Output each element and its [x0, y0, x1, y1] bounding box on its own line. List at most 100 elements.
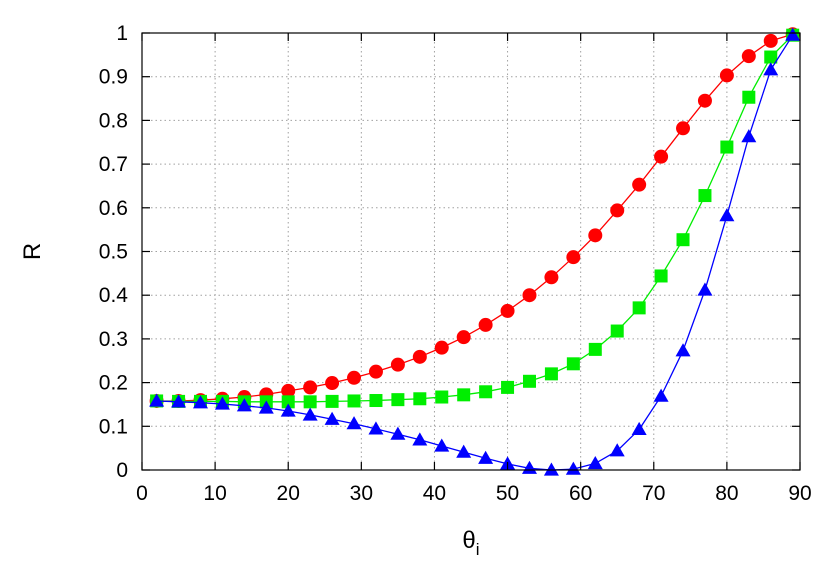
- data-point-circle: [281, 383, 296, 398]
- data-point-square: [501, 380, 515, 394]
- data-point-square: [742, 90, 756, 104]
- data-point-triangle: [543, 462, 559, 476]
- data-point-square: [413, 392, 427, 406]
- y-axis-label: R: [19, 243, 46, 260]
- x-tick-label: 40: [423, 482, 446, 505]
- x-tick-label: 10: [203, 482, 226, 505]
- y-tick-label: 0.8: [99, 109, 128, 132]
- y-tick-label: 0.9: [99, 66, 128, 89]
- data-point-circle: [500, 303, 515, 318]
- data-point-circle: [566, 250, 581, 265]
- y-tick-label: 0.1: [99, 415, 128, 438]
- series-line: [156, 34, 794, 403]
- x-tick-label: 20: [277, 482, 300, 505]
- x-tick-label: 0: [136, 482, 148, 505]
- data-point-triangle: [171, 394, 187, 408]
- data-point-square: [654, 269, 668, 283]
- x-axis-label: θi: [462, 527, 479, 559]
- data-point-triangle: [719, 208, 735, 222]
- series-triangle: [149, 27, 801, 476]
- data-point-triangle: [653, 388, 669, 402]
- x-axis-label-subscript: i: [476, 540, 480, 559]
- data-point-square: [610, 324, 624, 338]
- y-tick-label: 1: [116, 22, 128, 45]
- data-point-triangle: [346, 416, 362, 430]
- data-point-circle: [676, 121, 691, 136]
- x-tick-label: 50: [496, 482, 519, 505]
- data-point-circle: [368, 364, 383, 379]
- data-point-square: [457, 388, 471, 402]
- data-point-square: [676, 233, 690, 247]
- data-point-square: [479, 385, 493, 399]
- data-point-triangle: [478, 450, 494, 464]
- data-point-square: [632, 301, 646, 315]
- grid-lines: [142, 33, 800, 470]
- data-point-triangle: [456, 444, 472, 458]
- data-point-circle: [434, 340, 449, 355]
- data-point-circle: [763, 33, 778, 48]
- data-point-triangle: [785, 27, 801, 41]
- data-point-circle: [697, 93, 712, 108]
- data-point-triangle: [587, 455, 603, 470]
- x-tick-label: 70: [642, 482, 665, 505]
- series-circle: [149, 27, 800, 408]
- data-point-triangle: [390, 426, 406, 440]
- data-point-triangle: [302, 407, 318, 421]
- x-axis-label-main: θ: [462, 527, 475, 554]
- data-point-square: [522, 374, 536, 388]
- data-point-square: [281, 395, 295, 409]
- x-tick-label: 80: [715, 482, 738, 505]
- data-point-circle: [544, 270, 559, 285]
- y-tick-label: 0: [116, 459, 128, 482]
- series-line: [156, 33, 793, 402]
- data-point-circle: [610, 203, 625, 218]
- data-point-square: [720, 140, 734, 154]
- data-point-triangle: [280, 403, 296, 417]
- y-tick-label: 0.7: [99, 153, 128, 176]
- data-point-circle: [478, 317, 493, 332]
- data-point-triangle: [368, 421, 384, 435]
- x-tick-label: 60: [569, 482, 592, 505]
- data-point-square: [369, 394, 383, 408]
- data-point-square: [764, 50, 778, 64]
- data-point-triangle: [609, 443, 625, 457]
- data-point-square: [566, 357, 580, 371]
- data-point-circle: [719, 68, 734, 83]
- data-point-square: [325, 394, 339, 408]
- data-point-triangle: [192, 395, 208, 409]
- axis-ticks: 0 10 20 30 40 50 60 70 80 90 0 0.1 0.2 0.3 0.4 0.5 0.6 0.…: [99, 22, 812, 505]
- data-point-triangle: [149, 393, 165, 407]
- data-point-triangle: [258, 400, 274, 414]
- data-point-triangle: [565, 461, 581, 475]
- data-point-triangle: [675, 343, 691, 357]
- y-tick-label: 0.6: [99, 197, 128, 220]
- y-tick-label: 0.5: [99, 241, 128, 264]
- y-tick-label: 0.3: [99, 328, 128, 351]
- data-point-square: [588, 342, 602, 356]
- data-point-square: [435, 390, 449, 404]
- data-point-circle: [347, 370, 362, 385]
- data-point-square: [391, 393, 405, 407]
- data-point-circle: [632, 177, 647, 192]
- data-point-circle: [390, 357, 405, 372]
- data-point-circle: [412, 349, 427, 364]
- series-line: [156, 34, 794, 471]
- data-point-circle: [741, 49, 756, 64]
- data-point-circle: [654, 149, 669, 164]
- data-point-circle: [456, 330, 471, 345]
- data-point-square: [698, 189, 712, 203]
- series-layer: [149, 27, 801, 476]
- data-point-square: [303, 395, 317, 409]
- data-point-square: [347, 394, 361, 408]
- data-point-triangle: [434, 438, 450, 452]
- x-tick-label: 30: [350, 482, 373, 505]
- data-point-triangle: [697, 282, 713, 296]
- data-point-triangle: [763, 62, 779, 76]
- data-point-triangle: [236, 398, 252, 412]
- data-point-triangle: [214, 396, 230, 410]
- data-point-square: [544, 367, 558, 381]
- data-point-circle: [522, 288, 537, 303]
- y-tick-label: 0.4: [99, 284, 129, 307]
- data-point-triangle: [741, 129, 757, 143]
